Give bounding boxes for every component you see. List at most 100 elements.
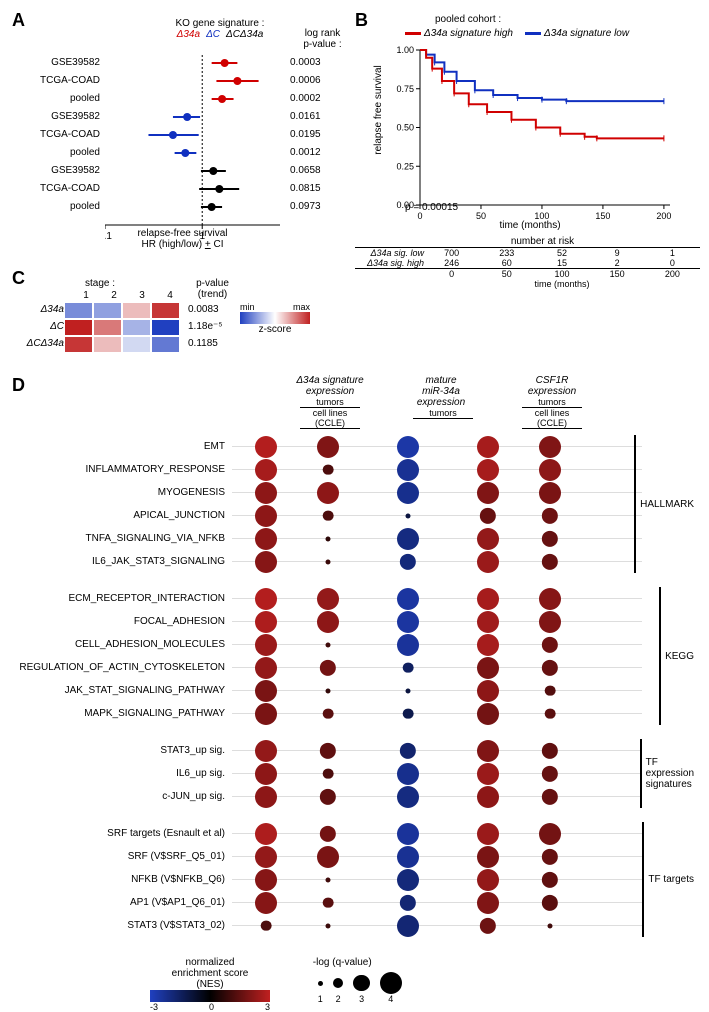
enrichment-dot <box>480 507 496 523</box>
nes-colorbar <box>150 990 270 1002</box>
forest-row-label: GSE39582 <box>20 57 100 68</box>
enrichment-dot <box>397 588 419 610</box>
enrichment-dot <box>542 871 558 887</box>
svg-text:1.00: 1.00 <box>396 45 414 55</box>
enrichment-dot <box>477 869 499 891</box>
enrichment-dot <box>255 869 277 891</box>
enrichment-dot <box>542 553 558 569</box>
heatmap-cell <box>122 302 151 319</box>
heatmap-cell <box>151 336 180 353</box>
enrichment-dot <box>400 553 416 569</box>
forest-pvalue: 0.0003 <box>290 57 340 68</box>
enrichment-dot <box>255 680 277 702</box>
forest-pvalue: 0.0006 <box>290 75 340 86</box>
group-label: TFexpressionsignatures <box>640 739 694 808</box>
enrichment-dot <box>480 917 496 933</box>
nes-legend: normalizedenrichment score(NES) -303 <box>150 957 270 1012</box>
forest-pvalue: 0.0161 <box>290 111 340 122</box>
enrichment-dot <box>477 846 499 868</box>
enrichment-dot <box>542 894 558 910</box>
enrichment-dot <box>397 786 419 808</box>
enrichment-dot <box>406 513 411 518</box>
enrichment-dot <box>539 436 561 458</box>
heatmap-cell <box>64 336 93 353</box>
size-legend: -log (q-value) 1234 <box>313 957 407 1005</box>
km-plot: 0.000.250.500.751.00050100150200 <box>390 45 690 225</box>
geneset-label: JAK_STAT_SIGNALING_PATHWAY <box>10 679 225 702</box>
heatmap-pvalue: 0.0083 <box>188 302 248 318</box>
cohort-label: pooled cohort : <box>435 14 501 25</box>
signature-label: Δ34a <box>177 29 200 40</box>
zscore-bar <box>240 312 310 324</box>
enrichment-dot <box>255 703 277 725</box>
nar-header: number at risk <box>385 236 700 247</box>
enrichment-dot <box>255 740 277 762</box>
heatmap-row-label: ΔC <box>10 319 64 335</box>
enrichment-dot <box>477 611 499 633</box>
enrichment-dot <box>326 559 331 564</box>
geneset-label: STAT3_up sig. <box>10 739 225 762</box>
enrichment-dot <box>397 482 419 504</box>
geneset-label: IL6_up sig. <box>10 762 225 785</box>
geneset-label: TNFA_SIGNALING_VIA_NFKB <box>10 527 225 550</box>
enrichment-dot <box>542 659 558 675</box>
panel-b: pooled cohort : Δ34a signature highΔ34a … <box>355 10 700 310</box>
enrichment-dot <box>255 588 277 610</box>
enrichment-dot <box>317 611 339 633</box>
geneset-label: EMT <box>10 435 225 458</box>
km-legend-item: Δ34a signature high <box>405 28 513 39</box>
enrichment-dot <box>403 662 414 673</box>
panel-d-legend: normalizedenrichment score(NES) -303 -lo… <box>150 957 570 1012</box>
enrichment-dot <box>320 788 336 804</box>
forest-pvalue: 0.0195 <box>290 129 340 140</box>
heatmap-row-label: Δ34a <box>10 302 64 318</box>
enrichment-dot <box>397 436 419 458</box>
forest-pvalue: 0.0002 <box>290 93 340 104</box>
enrichment-dot <box>323 708 334 719</box>
dot-plot: EMTINFLAMMATORY_RESPONSEMYOGENESISAPICAL… <box>10 435 699 951</box>
enrichment-dot <box>255 846 277 868</box>
enrichment-dot <box>397 915 419 937</box>
enrichment-dot <box>542 636 558 652</box>
panel-b-ylabel: relapse free survival <box>373 40 384 180</box>
enrichment-dot <box>477 459 499 481</box>
zscore-legend: minmax z-score <box>240 302 310 335</box>
svg-text:0.25: 0.25 <box>396 161 414 171</box>
panel-c: stage : 1234 p-value(trend) Δ34a0.0083ΔC… <box>10 270 350 370</box>
enrichment-dot <box>477 892 499 914</box>
km-legend: Δ34a signature highΔ34a signature low <box>405 28 641 39</box>
enrichment-dot <box>400 894 416 910</box>
panel-a: KO gene signature : Δ34aΔCΔCΔ34a log ran… <box>10 10 350 255</box>
enrichment-dot <box>317 482 339 504</box>
heatmap-rows: Δ34a0.0083ΔC1.18e⁻⁵ΔCΔ34a0.1185 <box>10 302 248 353</box>
signature-label: ΔC <box>206 29 220 40</box>
enrichment-dot <box>539 588 561 610</box>
enrichment-dot <box>477 528 499 550</box>
enrichment-dot <box>255 436 277 458</box>
heatmap-cell <box>93 336 122 353</box>
enrichment-dot <box>255 657 277 679</box>
geneset-label: SRF (V$SRF_Q5_01) <box>10 845 225 868</box>
heatmap-cell <box>93 302 122 319</box>
enrichment-dot <box>403 708 414 719</box>
enrichment-dot <box>542 742 558 758</box>
enrichment-dot <box>320 825 336 841</box>
group-label: HALLMARK <box>634 435 694 573</box>
enrichment-dot <box>477 740 499 762</box>
heatmap-pvalue: 1.18e⁻⁵ <box>188 319 248 335</box>
figure: A KO gene signature : Δ34aΔCΔCΔ34a log r… <box>10 10 699 933</box>
panel-b-xlabel: time (months) <box>390 220 670 231</box>
enrichment-dot <box>542 507 558 523</box>
forest-row-label: pooled <box>20 201 100 212</box>
enrichment-dot <box>477 763 499 785</box>
svg-text:0.75: 0.75 <box>396 84 414 94</box>
forest-row-label: TCGA-COAD <box>20 129 100 140</box>
stage-header: stage : <box>85 278 115 289</box>
geneset-label: SRF targets (Esnault et al) <box>10 822 225 845</box>
panel-a-xlabel: relapse-free survivalHR (high/low) + CI <box>95 228 270 250</box>
heatmap-cell <box>64 319 93 336</box>
enrichment-dot <box>326 877 331 882</box>
group-label: KEGG <box>659 587 694 725</box>
forest-row-label: TCGA-COAD <box>20 75 100 86</box>
enrichment-dot <box>545 708 556 719</box>
